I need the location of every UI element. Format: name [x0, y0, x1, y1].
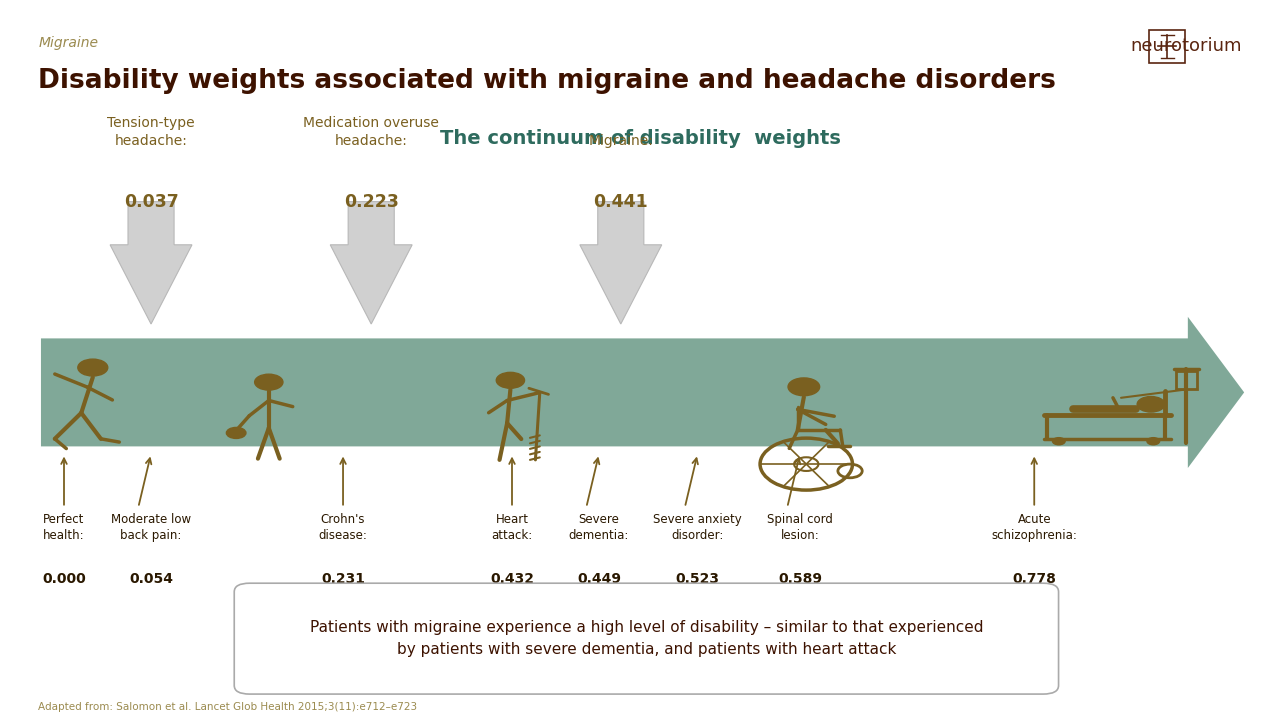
Text: 0.223: 0.223 [344, 193, 398, 211]
Text: Disability weights associated with migraine and headache disorders: Disability weights associated with migra… [38, 68, 1056, 94]
Circle shape [1052, 438, 1065, 445]
Polygon shape [110, 202, 192, 324]
Circle shape [227, 428, 246, 438]
Text: 0.432: 0.432 [490, 572, 534, 585]
Text: 0.000: 0.000 [42, 572, 86, 585]
Text: Perfect
health:: Perfect health: [44, 513, 84, 541]
Text: Migraine: Migraine [38, 36, 99, 50]
FancyBboxPatch shape [234, 583, 1059, 694]
Text: Acute
schizophrenia:: Acute schizophrenia: [991, 513, 1078, 541]
Text: 0.231: 0.231 [321, 572, 365, 585]
Text: Tension-type
headache:: Tension-type headache: [108, 117, 195, 148]
Text: 0.589: 0.589 [778, 572, 822, 585]
Text: Medication overuse
headache:: Medication overuse headache: [303, 117, 439, 148]
Text: Crohn's
disease:: Crohn's disease: [319, 513, 367, 541]
Text: Patients with migraine experience a high level of disability – similar to that e: Patients with migraine experience a high… [310, 621, 983, 657]
Text: 0.054: 0.054 [129, 572, 173, 585]
Circle shape [255, 374, 283, 390]
Circle shape [78, 359, 108, 376]
Text: 0.449: 0.449 [577, 572, 621, 585]
Text: Moderate low
back pain:: Moderate low back pain: [111, 513, 191, 541]
Circle shape [1147, 438, 1160, 445]
Polygon shape [41, 317, 1244, 468]
Polygon shape [580, 202, 662, 324]
Text: 0.037: 0.037 [124, 193, 178, 211]
Text: Heart
attack:: Heart attack: [492, 513, 532, 541]
Text: 0.523: 0.523 [676, 572, 719, 585]
Text: neurotorium: neurotorium [1130, 37, 1242, 55]
Circle shape [1137, 397, 1165, 412]
Text: Severe anxiety
disorder:: Severe anxiety disorder: [653, 513, 742, 541]
Bar [1176, 372, 1197, 390]
Text: Migraine:: Migraine: [589, 134, 653, 148]
Polygon shape [330, 202, 412, 324]
Text: The continuum of disability  weights: The continuum of disability weights [439, 129, 841, 148]
Text: Severe
dementia:: Severe dementia: [568, 513, 630, 541]
Text: Spinal cord
lesion:: Spinal cord lesion: [767, 513, 833, 541]
Text: Adapted from: Salomon et al. Lancet Glob Health 2015;3(11):e712–e723: Adapted from: Salomon et al. Lancet Glob… [38, 702, 417, 712]
Text: 0.778: 0.778 [1012, 572, 1056, 585]
Circle shape [497, 372, 525, 388]
Text: 0.441: 0.441 [594, 193, 648, 211]
Circle shape [788, 378, 819, 396]
